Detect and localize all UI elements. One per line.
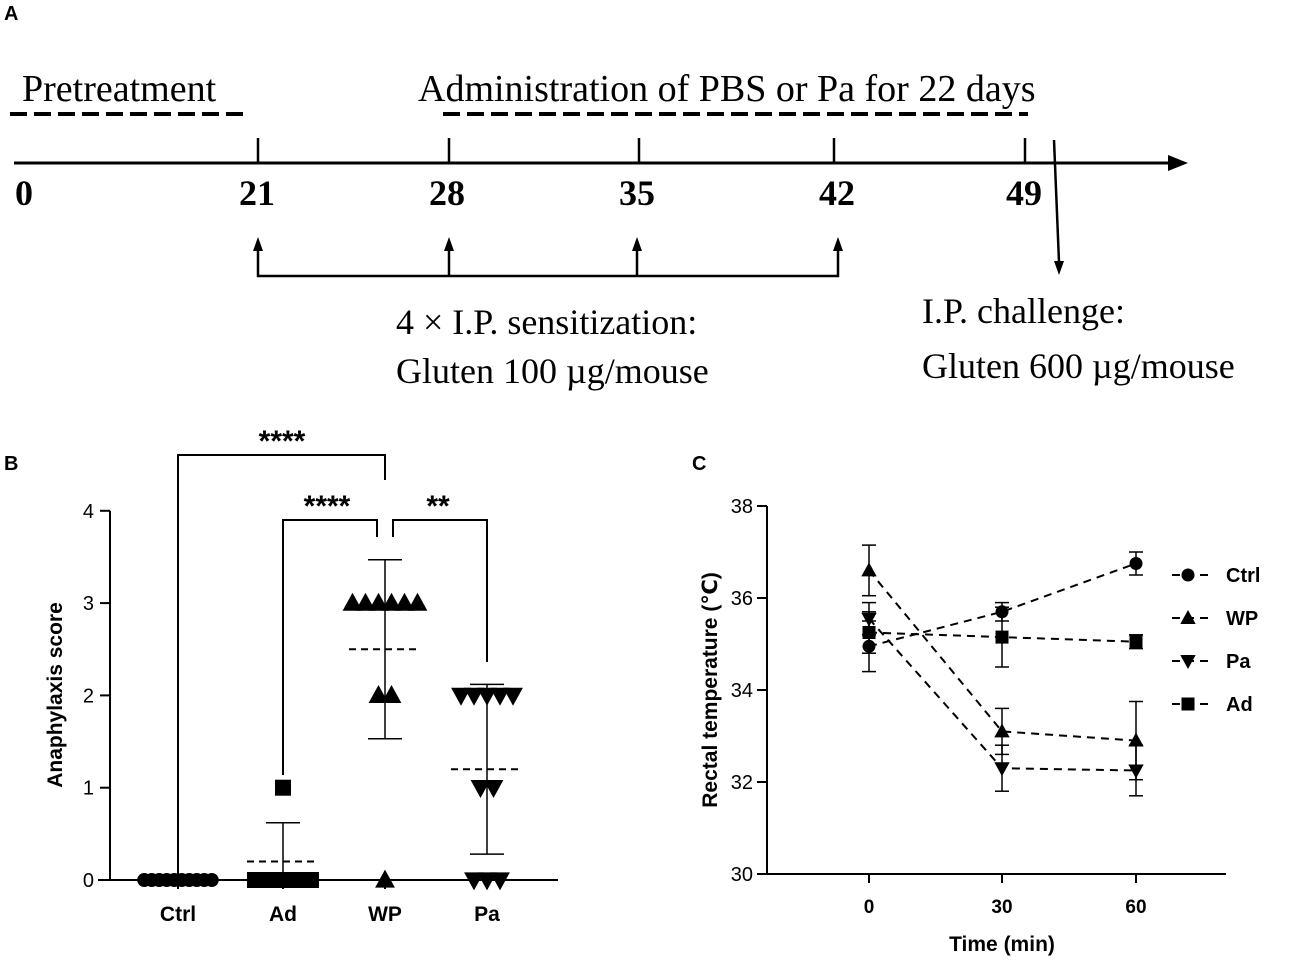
- b-significance-label: **: [426, 490, 450, 523]
- c-y-tick-label: 32: [731, 772, 753, 794]
- c-x-tick-label: 30: [991, 897, 1012, 918]
- day-label: 21: [239, 173, 275, 213]
- c-data-point: [1128, 732, 1144, 747]
- c-legend-label: WP: [1226, 608, 1258, 630]
- c-legend-label: Pa: [1226, 651, 1251, 673]
- c-legend-marker: [1181, 568, 1195, 582]
- c-data-point: [1128, 764, 1144, 779]
- c-data-point: [862, 626, 876, 639]
- sensitization-bracket: [256, 248, 840, 278]
- b-y-tick-label: 2: [83, 685, 94, 707]
- day-label: 42: [819, 173, 855, 213]
- c-marks: [861, 544, 1144, 797]
- c-x-tick-label: 0: [864, 897, 875, 918]
- challenge-text-2: Gluten 600 µg/mouse: [922, 346, 1235, 386]
- sensitization-text-2: Gluten 100 µg/mouse: [396, 351, 709, 391]
- c-legend-label: Ad: [1226, 694, 1253, 716]
- challenge-text-1: I.P. challenge:: [922, 291, 1125, 331]
- c-data-point: [1129, 635, 1143, 649]
- b-data-point: [503, 687, 523, 706]
- b-data-point: [275, 779, 291, 796]
- b-data-point: [368, 592, 389, 611]
- day-label: 28: [429, 173, 465, 213]
- c-data-point: [994, 762, 1010, 777]
- panel-label-a: A: [4, 3, 18, 25]
- timeline-arrowhead: [1168, 155, 1188, 171]
- b-data-point: [342, 592, 363, 611]
- b-data-point: [470, 780, 491, 799]
- b-significance-label: ****: [259, 425, 306, 458]
- pretreatment-label: Pretreatment: [22, 68, 217, 110]
- c-y-tick-label: 38: [731, 496, 753, 518]
- b-y-tick-label: 4: [83, 501, 94, 523]
- b-data-point: [303, 872, 319, 888]
- day-label: 35: [619, 173, 655, 213]
- b-data-point: [368, 685, 389, 704]
- c-legend-marker: [1180, 655, 1196, 670]
- panel-c: C Rectal temperature (℃) Time (min) 30 32…: [692, 453, 1260, 956]
- b-data-point: [477, 687, 497, 706]
- b-data-point: [464, 872, 484, 891]
- b-y-axis-label: Anaphylaxis score: [44, 602, 67, 788]
- b-y-tick-label: 1: [83, 778, 94, 800]
- b-x-tick-label: Ad: [269, 903, 297, 926]
- c-legend-label: Ctrl: [1226, 565, 1260, 587]
- challenge-arrowhead: [1054, 261, 1064, 275]
- c-data-point: [1129, 557, 1143, 570]
- c-y-axis-label: Rectal temperature (℃): [699, 572, 722, 808]
- administration-label: Administration of PBS or Pa for 22 days: [418, 68, 1035, 110]
- c-data-point: [994, 723, 1010, 738]
- b-data-point: [204, 873, 219, 887]
- c-legend-marker: [1181, 697, 1195, 711]
- b-data-point: [490, 687, 510, 706]
- b-data-point: [355, 592, 376, 611]
- c-x-tick-label: 60: [1125, 897, 1146, 918]
- c-y-tick-label: 30: [731, 864, 753, 886]
- c-y-tick-label: 34: [731, 680, 753, 702]
- c-data-point: [861, 562, 877, 577]
- b-data-point: [451, 687, 471, 706]
- panel-a: A Pretreatment Administration of PBS or …: [4, 3, 1235, 391]
- b-data-point: [394, 592, 415, 611]
- b-marks: ******** **: [137, 425, 523, 891]
- c-data-point: [995, 630, 1009, 644]
- c-axes: 30 32 34 36 38 0 30 60: [731, 496, 1226, 918]
- c-legend: Ctrl WP Pa Ad: [1172, 565, 1260, 716]
- b-significance-bracket: [392, 519, 488, 662]
- b-significance-label: ****: [304, 490, 351, 523]
- b-x-tick-label: WP: [368, 903, 402, 926]
- sensitization-text-1: 4 × I.P. sensitization:: [396, 302, 697, 342]
- b-axes: 0 1 2 3 4 Ctrl Ad WP Pa: [83, 501, 558, 926]
- panel-label-c: C: [692, 453, 706, 475]
- b-data-point: [381, 685, 402, 704]
- challenge-arrow-line: [1052, 139, 1061, 263]
- day-label: 49: [1006, 173, 1042, 213]
- sensitization-arrowheads: [253, 237, 843, 251]
- b-x-tick-label: Pa: [474, 903, 500, 926]
- b-data-point: [464, 687, 484, 706]
- panel-label-b: B: [4, 453, 18, 475]
- c-y-tick-label: 36: [731, 588, 753, 610]
- b-data-point: [381, 592, 402, 611]
- b-data-point: [483, 780, 504, 799]
- b-data-point: [407, 592, 428, 611]
- b-significance-bracket: [177, 454, 386, 880]
- c-legend-marker: [1180, 609, 1196, 624]
- c-series-line: [868, 569, 1137, 742]
- day-label: 0: [15, 173, 33, 213]
- b-data-point: [490, 872, 510, 891]
- b-data-point: [477, 872, 497, 891]
- b-data-point: [375, 869, 395, 888]
- c-x-axis-label: Time (min): [949, 933, 1055, 956]
- b-significance-bracket: [282, 519, 378, 775]
- b-y-tick-label: 0: [83, 870, 94, 892]
- b-x-tick-label: Ctrl: [160, 903, 196, 926]
- b-y-tick-label: 3: [83, 593, 94, 615]
